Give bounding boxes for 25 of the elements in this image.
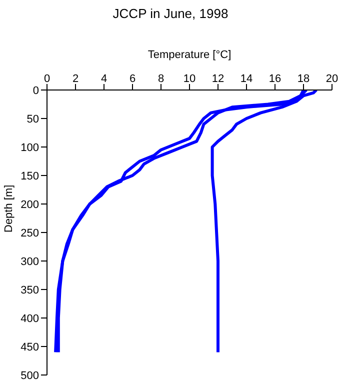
y-tick-label: 500 — [20, 370, 39, 382]
y-tick-label: 300 — [20, 256, 39, 268]
x-axis-title: Temperature [°C] — [148, 48, 232, 61]
chart-title: JCCP in June, 1998 — [112, 6, 230, 21]
x-tick-label: 10 — [183, 73, 196, 85]
y-tick-label: 100 — [20, 142, 39, 154]
y-axis-title: Depth [m] — [2, 184, 15, 232]
y-tick-label: 50 — [26, 113, 39, 126]
y-tick-label: 400 — [20, 312, 39, 325]
x-tick-label: 14 — [240, 73, 253, 85]
x-tick-label: 20 — [326, 73, 338, 85]
x-tick-label: 16 — [268, 73, 282, 85]
x-tick-label: 6 — [129, 73, 136, 85]
x-tick-label: 0 — [44, 73, 50, 85]
y-tick-label: 150 — [20, 170, 39, 182]
x-tick-label: 18 — [297, 73, 310, 85]
y-tick-label: 350 — [20, 284, 39, 296]
y-tick-label: 250 — [20, 227, 39, 240]
x-tick-label: 12 — [212, 73, 224, 85]
x-tick-label: 8 — [158, 73, 164, 85]
y-tick-label: 200 — [20, 198, 39, 211]
y-tick-label: 0 — [32, 84, 39, 97]
y-tick-label: 450 — [20, 341, 39, 354]
x-tick-label: 2 — [72, 73, 79, 85]
x-tick-label: 4 — [100, 73, 108, 85]
